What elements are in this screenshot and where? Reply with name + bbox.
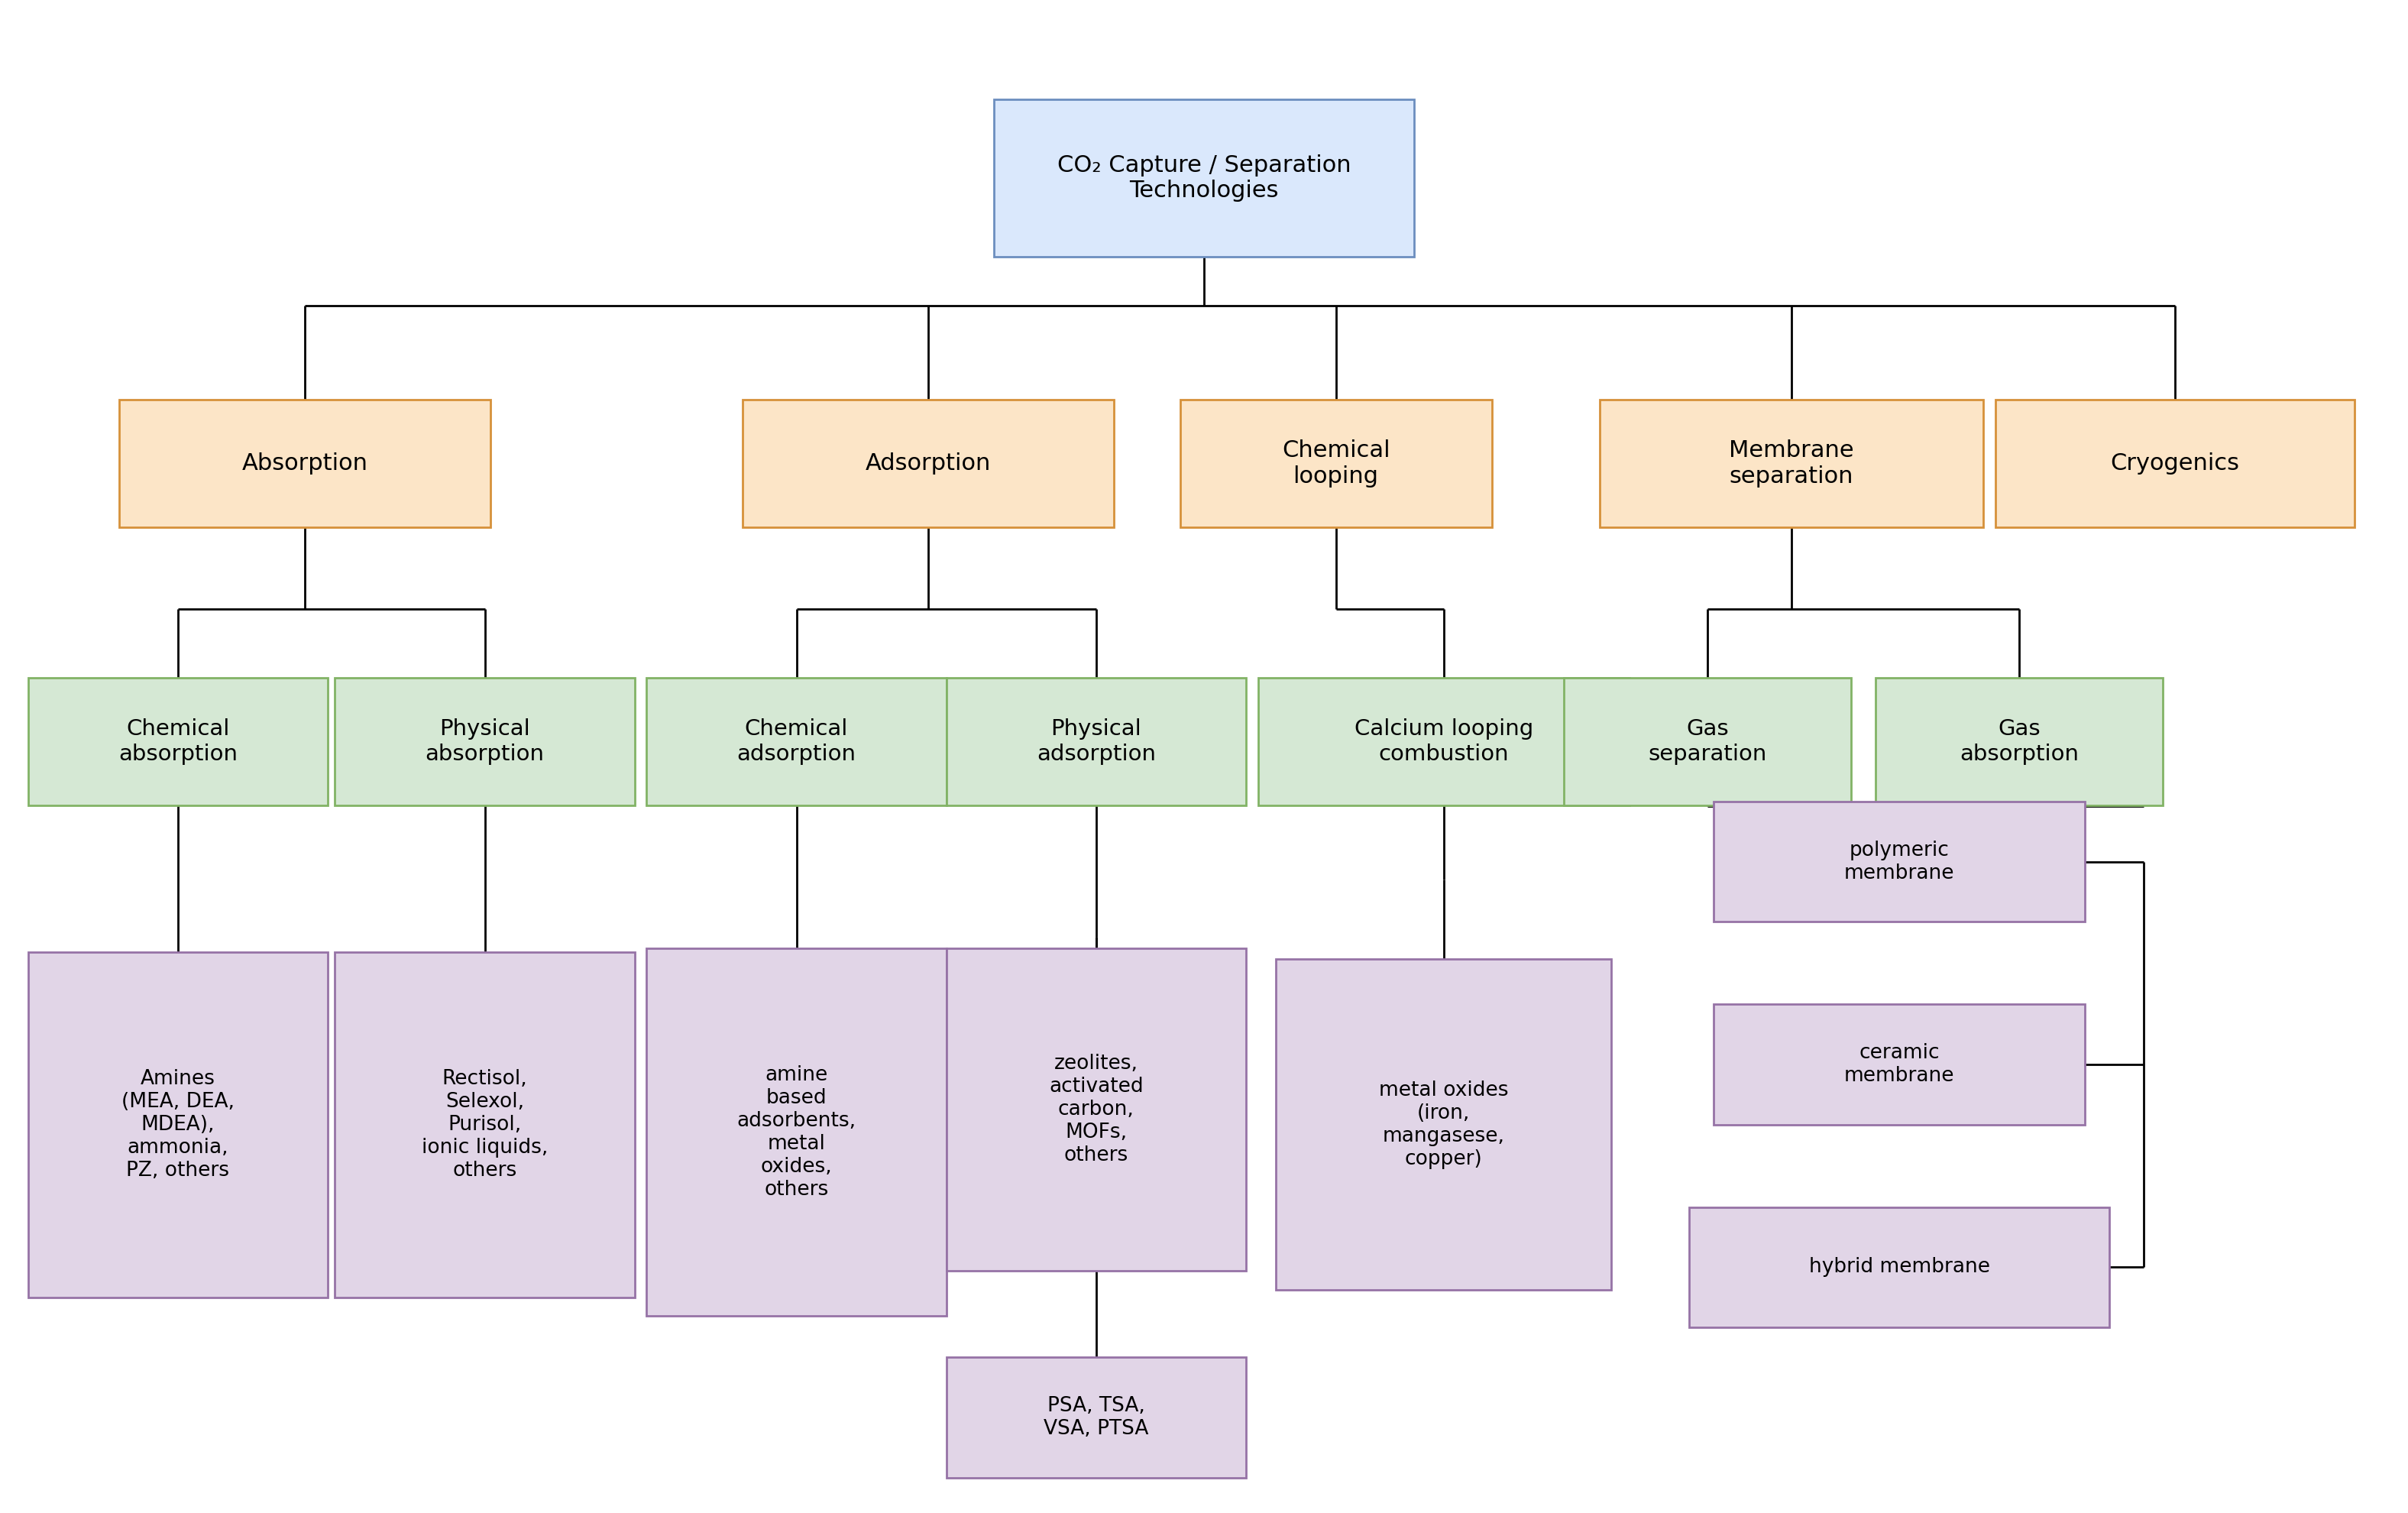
Text: Chemical
adsorption: Chemical adsorption xyxy=(737,719,855,764)
Text: Chemical
absorption: Chemical absorption xyxy=(118,719,238,764)
FancyBboxPatch shape xyxy=(995,100,1413,257)
FancyBboxPatch shape xyxy=(1690,1207,2109,1327)
Text: Amines
(MEA, DEA,
MDEA),
ammonia,
PZ, others: Amines (MEA, DEA, MDEA), ammonia, PZ, ot… xyxy=(120,1068,234,1180)
Text: Membrane
separation: Membrane separation xyxy=(1729,440,1854,487)
FancyBboxPatch shape xyxy=(742,399,1115,528)
Text: Chemical
looping: Chemical looping xyxy=(1281,440,1389,487)
Text: PSA, TSA,
VSA, PTSA: PSA, TSA, VSA, PTSA xyxy=(1043,1396,1149,1439)
Text: hybrid membrane: hybrid membrane xyxy=(1808,1257,1989,1277)
Text: zeolites,
activated
carbon,
MOFs,
others: zeolites, activated carbon, MOFs, others xyxy=(1050,1053,1144,1165)
Text: Gas
absorption: Gas absorption xyxy=(1960,719,2078,764)
FancyBboxPatch shape xyxy=(1563,678,1852,805)
Text: Adsorption: Adsorption xyxy=(864,452,992,475)
Text: Physical
adsorption: Physical adsorption xyxy=(1035,719,1156,764)
Text: metal oxides
(iron,
mangasese,
copper): metal oxides (iron, mangasese, copper) xyxy=(1380,1080,1507,1170)
Text: Rectisol,
Selexol,
Purisol,
ionic liquids,
others: Rectisol, Selexol, Purisol, ionic liquid… xyxy=(421,1068,549,1180)
FancyBboxPatch shape xyxy=(1996,399,2355,528)
FancyBboxPatch shape xyxy=(648,678,946,805)
FancyBboxPatch shape xyxy=(1276,959,1611,1291)
FancyBboxPatch shape xyxy=(1180,399,1491,528)
Text: Absorption: Absorption xyxy=(241,452,368,475)
Text: amine
based
adsorbents,
metal
oxides,
others: amine based adsorbents, metal oxides, ot… xyxy=(737,1065,857,1200)
FancyBboxPatch shape xyxy=(648,949,946,1316)
FancyBboxPatch shape xyxy=(335,952,636,1297)
FancyBboxPatch shape xyxy=(118,399,491,528)
FancyBboxPatch shape xyxy=(946,678,1245,805)
Text: Physical
absorption: Physical absorption xyxy=(426,719,544,764)
FancyBboxPatch shape xyxy=(1714,1005,2085,1124)
Text: polymeric
membrane: polymeric membrane xyxy=(1845,840,1955,884)
FancyBboxPatch shape xyxy=(29,678,327,805)
Text: CO₂ Capture / Separation
Technologies: CO₂ Capture / Separation Technologies xyxy=(1057,154,1351,203)
FancyBboxPatch shape xyxy=(1876,678,2162,805)
FancyBboxPatch shape xyxy=(29,952,327,1297)
FancyBboxPatch shape xyxy=(1599,399,1984,528)
FancyBboxPatch shape xyxy=(946,1357,1245,1478)
FancyBboxPatch shape xyxy=(1714,802,2085,921)
FancyBboxPatch shape xyxy=(335,678,636,805)
FancyBboxPatch shape xyxy=(946,949,1245,1271)
Text: Calcium looping
combustion: Calcium looping combustion xyxy=(1353,719,1534,764)
FancyBboxPatch shape xyxy=(1257,678,1630,805)
Text: Gas
separation: Gas separation xyxy=(1647,719,1767,764)
Text: ceramic
membrane: ceramic membrane xyxy=(1845,1042,1955,1086)
Text: Cryogenics: Cryogenics xyxy=(2109,452,2239,475)
